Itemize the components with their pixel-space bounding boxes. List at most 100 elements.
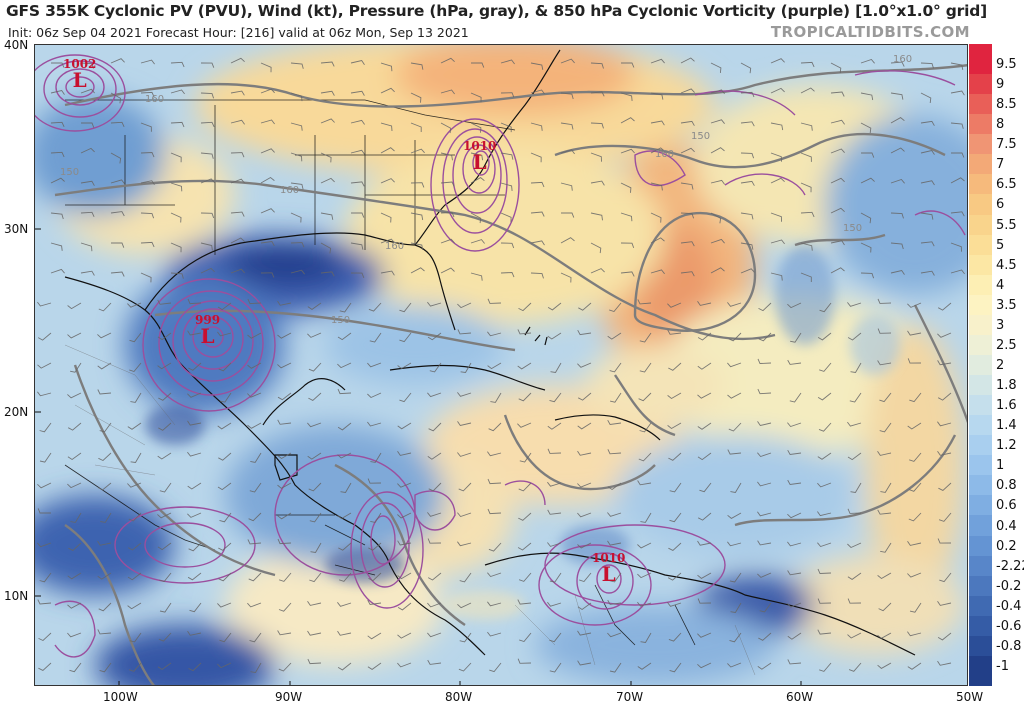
wind-barb <box>50 242 63 251</box>
wind-barb <box>879 392 892 403</box>
wind-barb <box>860 122 872 134</box>
low-pressure-marker-gulf: 999 L <box>195 313 221 346</box>
wind-barb <box>667 602 682 607</box>
wind-barb <box>367 632 382 640</box>
wind-barb <box>950 211 965 217</box>
isobar-label: 150 <box>843 223 863 234</box>
wind-barb <box>549 662 562 673</box>
wind-barb <box>727 662 742 668</box>
wind-barb <box>860 212 872 224</box>
low-letter: L <box>72 68 87 92</box>
wind-barb <box>170 242 182 253</box>
wind-barb <box>427 512 442 517</box>
colorbar-label: 1.2 <box>996 438 1017 454</box>
colorbar-swatch <box>969 274 992 296</box>
wind-barb <box>277 362 292 369</box>
wind-barb <box>217 422 232 430</box>
wind-barb <box>609 662 622 673</box>
wind-barb <box>770 212 782 222</box>
colorbar-swatch <box>969 415 992 437</box>
wind-barb <box>230 211 245 217</box>
wind-barb <box>410 212 424 221</box>
wind-barb <box>937 632 952 641</box>
wind-barb <box>320 61 335 67</box>
wind-barb <box>850 362 862 373</box>
colorbar-label: 7.5 <box>996 137 1017 153</box>
colorbar-swatch <box>969 174 992 196</box>
wind-barb <box>907 302 922 308</box>
wind-barb <box>399 302 412 313</box>
wind-barb <box>380 147 395 154</box>
wind-barb <box>247 298 262 305</box>
colorbar-label: 0.8 <box>996 478 1017 494</box>
wind-barb <box>607 482 622 491</box>
colorbar-label: 7 <box>996 157 1005 173</box>
wind-barb <box>547 302 562 311</box>
wind-barb <box>907 358 922 364</box>
wind-barb <box>350 242 364 250</box>
wind-barb <box>877 298 892 304</box>
colorbar-label: 0.4 <box>996 518 1017 534</box>
wind-barb <box>560 272 572 283</box>
wind-barb <box>669 482 682 493</box>
wind-barb <box>308 482 322 492</box>
wind-barb <box>129 362 142 373</box>
wind-barb <box>920 270 935 276</box>
wind-barb <box>50 177 65 184</box>
wind-barb <box>920 62 934 69</box>
wind-barb <box>470 152 484 161</box>
wind-barb <box>260 241 275 247</box>
wind-barb <box>157 512 172 519</box>
wind-barb <box>97 540 112 546</box>
wind-barb <box>800 242 813 251</box>
wind-barb <box>920 180 935 186</box>
wind-barb <box>877 328 892 334</box>
colorbar-label: 2.5 <box>996 337 1017 353</box>
wind-barb <box>530 122 543 131</box>
wind-barb <box>800 61 815 68</box>
colorbar-label: 6 <box>996 197 1005 213</box>
wind-barb <box>247 362 262 369</box>
wind-barb <box>560 122 574 130</box>
wind-barb <box>410 148 425 154</box>
colorbar-swatch <box>969 375 992 397</box>
wind-barb <box>860 152 875 158</box>
wind-barb <box>189 602 202 613</box>
low-pressure-value: 1010 <box>463 139 497 153</box>
wind-barb <box>127 542 142 551</box>
wind-barb <box>369 332 382 343</box>
wind-barb <box>877 662 892 669</box>
wind-barb <box>517 658 532 664</box>
low-pressure-value: 999 <box>195 313 221 327</box>
wind-barb <box>787 602 802 608</box>
map-canvas <box>35 45 967 685</box>
wind-barb <box>710 212 722 224</box>
wind-barb <box>819 662 832 672</box>
wind-barb <box>309 572 322 583</box>
wind-barb <box>950 152 965 158</box>
wind-barb <box>159 482 172 493</box>
wind-barb <box>67 572 82 580</box>
wind-barb <box>367 478 382 484</box>
lat-label: 30N <box>4 222 29 236</box>
wind-barb <box>427 632 442 638</box>
wind-barb <box>877 360 892 366</box>
wind-barb <box>590 268 605 274</box>
wind-barb <box>367 662 382 670</box>
wind-barb <box>260 272 275 278</box>
wind-barb <box>80 180 95 186</box>
low-pressure-value: 1010 <box>592 551 626 565</box>
wind-barb <box>668 362 682 371</box>
wind-barb <box>547 422 562 430</box>
wind-barb <box>577 660 592 666</box>
wind-barb <box>278 662 292 672</box>
lon-label: 70W <box>616 690 644 704</box>
wind-barb <box>530 181 545 188</box>
wind-barb <box>908 482 922 492</box>
wind-barb <box>487 478 502 485</box>
colorbar-label: -0.2 <box>996 578 1022 594</box>
wind-barb <box>350 59 365 65</box>
wind-barb <box>380 238 395 244</box>
wind-barb <box>757 388 772 395</box>
wind-barb <box>127 482 142 488</box>
